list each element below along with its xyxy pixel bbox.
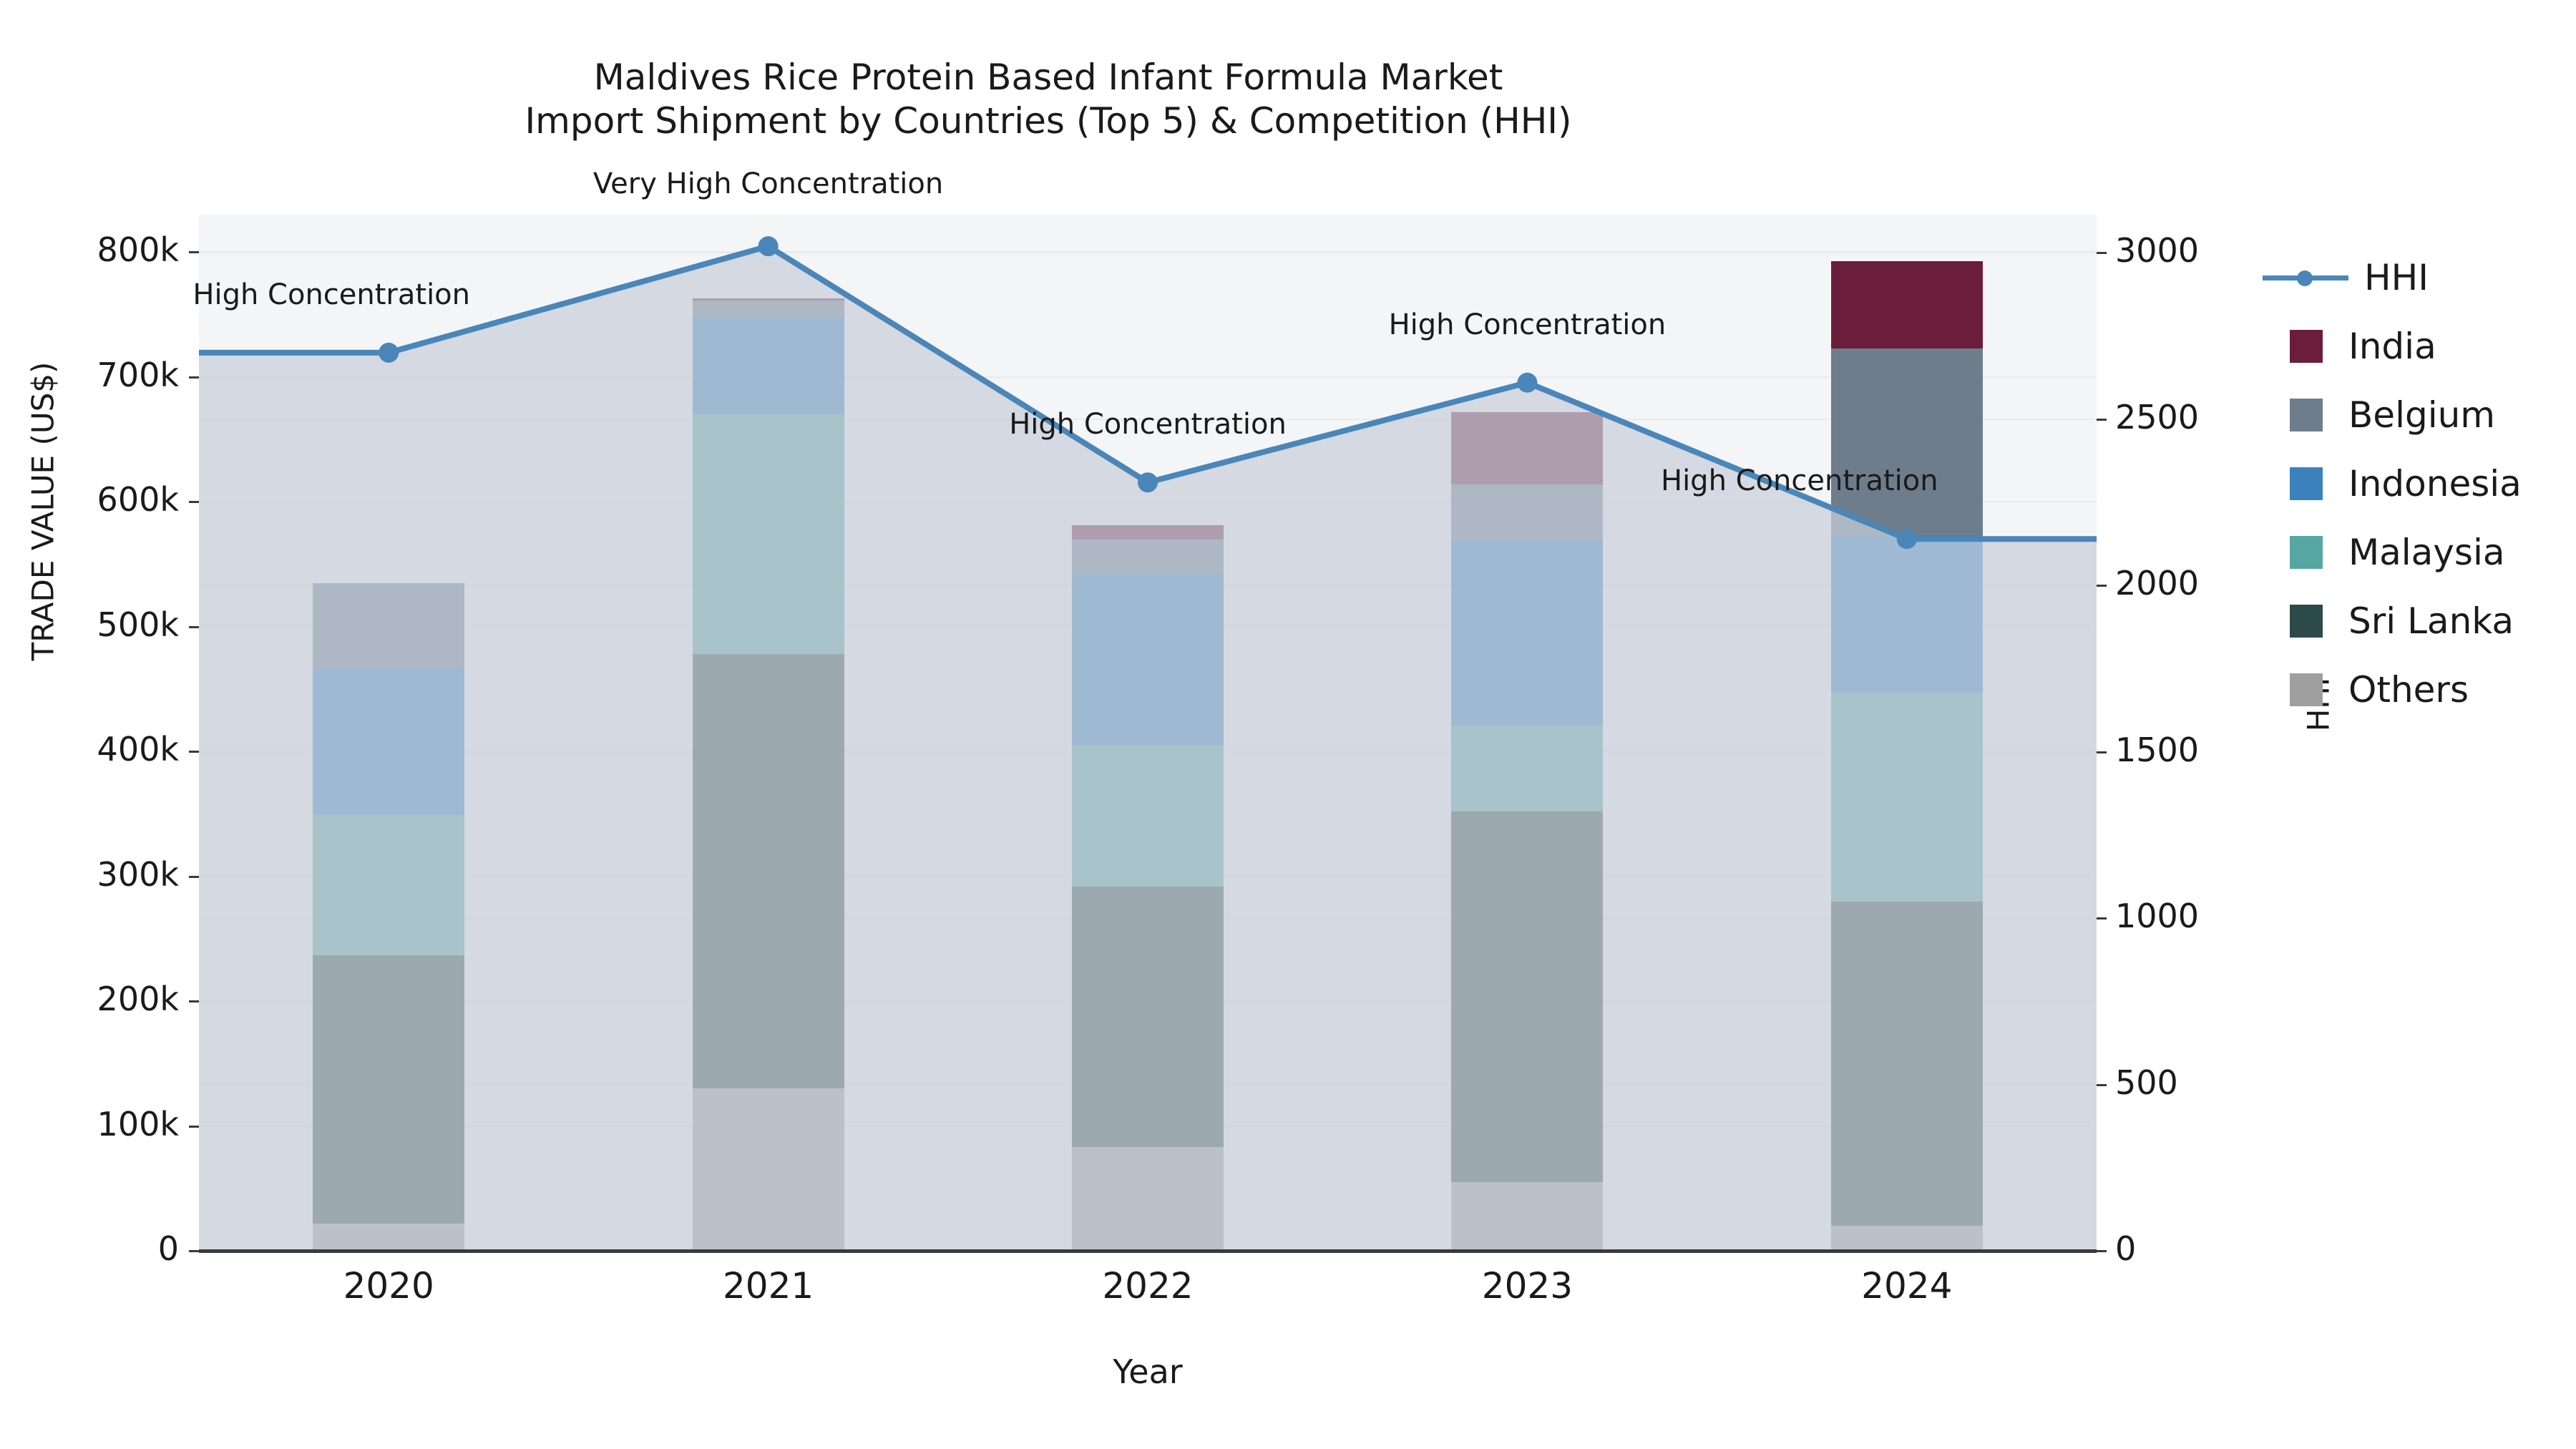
gridline-secondary	[199, 252, 2097, 254]
gridline	[199, 251, 2097, 253]
bar-segment-belgium-2024[interactable]	[1830, 348, 1983, 536]
y-tick-label-left: 400k	[97, 730, 179, 769]
y-tick-mark-right	[2097, 1083, 2107, 1086]
y-tick-mark-left	[189, 251, 199, 254]
y-tick-mark-right	[2097, 751, 2107, 753]
x-tick-label-2024: 2024	[1861, 1265, 1953, 1307]
legend-label: Indonesia	[2348, 463, 2522, 504]
y-tick-mark-left	[189, 1250, 199, 1252]
bar-segment-india-2024[interactable]	[1830, 260, 1983, 348]
legend-swatch-icon	[2290, 673, 2323, 706]
legend-swatch-icon	[2290, 605, 2323, 638]
annotation-2021: Very High Concentration	[592, 167, 944, 201]
plot-area: High Concentration Very High Concentratio…	[192, 167, 2097, 1251]
chart-title-line1: Maldives Rice Protein Based Infant Formu…	[593, 57, 1503, 98]
y-tick-label-right: 2000	[2115, 564, 2200, 603]
legend-swatch-icon	[2290, 330, 2323, 363]
legend-label: Sri Lanka	[2348, 600, 2514, 642]
legend: HHI India Belgium Indonesia Malaysia Sri Lank…	[2263, 243, 2576, 724]
y-tick-mark-left	[189, 875, 199, 878]
y-tick-label-left: 600k	[97, 480, 179, 519]
y-tick-mark-right	[2097, 917, 2107, 920]
y-tick-mark-left	[189, 751, 199, 753]
legend-item-indonesia[interactable]: Indonesia	[2290, 449, 2576, 518]
y-tick-mark-left	[189, 1000, 199, 1003]
x-tick-label-2022: 2022	[1102, 1265, 1194, 1307]
annotation-2022: High Concentration	[1009, 408, 1287, 441]
legend-item-malaysia[interactable]: Malaysia	[2290, 518, 2576, 587]
y-tick-label-left: 300k	[97, 854, 179, 894]
hhi-marker-2020[interactable]	[379, 342, 399, 363]
x-tick-label-2020: 2020	[343, 1265, 434, 1307]
y-tick-mark-left	[189, 501, 199, 504]
y-tick-mark-left	[189, 376, 199, 379]
legend-label: India	[2348, 326, 2436, 367]
y-tick-label-right: 3000	[2115, 231, 2200, 270]
y-tick-mark-left	[189, 1125, 199, 1128]
y-tick-label-left: 700k	[97, 355, 179, 394]
legend-item-others[interactable]: Others	[2290, 655, 2576, 724]
legend-swatch-icon	[2290, 467, 2323, 500]
gridline	[199, 376, 2097, 378]
y-tick-label-left: 500k	[97, 605, 179, 644]
y-tick-label-left: 0	[157, 1229, 179, 1268]
legend-item-sri-lanka[interactable]: Sri Lanka	[2290, 587, 2576, 655]
y-tick-label-right: 1500	[2115, 730, 2200, 769]
y-tick-label-right: 1000	[2115, 897, 2200, 936]
y-tick-label-right: 500	[2115, 1063, 2178, 1102]
hhi-marker-2023[interactable]	[1517, 372, 1538, 393]
x-tick-label-2023: 2023	[1481, 1265, 1574, 1307]
y-tick-mark-right	[2097, 418, 2107, 421]
y-tick-label-right: 2500	[2115, 397, 2200, 436]
legend-item-hhi[interactable]: HHI	[2263, 243, 2576, 312]
y-tick-label-left: 800k	[97, 230, 179, 270]
y-tick-label-left: 100k	[97, 1104, 179, 1143]
hhi-marker-2021[interactable]	[758, 236, 779, 257]
gridline-secondary	[199, 418, 2097, 420]
hhi-marker-2022[interactable]	[1138, 472, 1158, 493]
x-tick-label-2021: 2021	[722, 1265, 814, 1307]
y-axis-left-title: TRADE VALUE (US$)	[25, 361, 61, 661]
hhi-marker-2024[interactable]	[1896, 529, 1917, 550]
x-axis-line	[199, 1249, 2097, 1253]
chart-title-line2: Import Shipment by Countries (Top 5) & C…	[525, 100, 1572, 142]
legend-item-belgium[interactable]: Belgium	[2290, 381, 2576, 449]
hhi-area-fill	[199, 246, 2097, 1251]
legend-label: HHI	[2364, 257, 2429, 298]
chart-title: Maldives Rice Protein Based Infant Formu…	[0, 56, 2097, 143]
legend-label: Belgium	[2348, 394, 2495, 436]
legend-label: Others	[2348, 669, 2469, 711]
y-tick-label-right: 0	[2115, 1229, 2137, 1268]
legend-item-india[interactable]: India	[2290, 312, 2576, 381]
x-axis-title: Year	[1113, 1352, 1183, 1391]
y-tick-mark-left	[189, 625, 199, 628]
annotation-2024: High Concentration	[1660, 464, 1938, 498]
legend-label: Malaysia	[2348, 532, 2505, 573]
y-tick-mark-right	[2097, 1250, 2107, 1252]
legend-swatch-icon	[2290, 536, 2323, 569]
annotation-2023: High Concentration	[1388, 308, 1667, 341]
y-tick-mark-right	[2097, 252, 2107, 255]
y-tick-mark-right	[2097, 585, 2107, 587]
legend-line-key-icon	[2263, 261, 2348, 294]
annotation-2020: High Concentration	[192, 278, 471, 311]
hhi-line-series	[199, 236, 2097, 1251]
legend-swatch-icon	[2290, 399, 2323, 431]
y-tick-label-left: 200k	[97, 980, 179, 1019]
